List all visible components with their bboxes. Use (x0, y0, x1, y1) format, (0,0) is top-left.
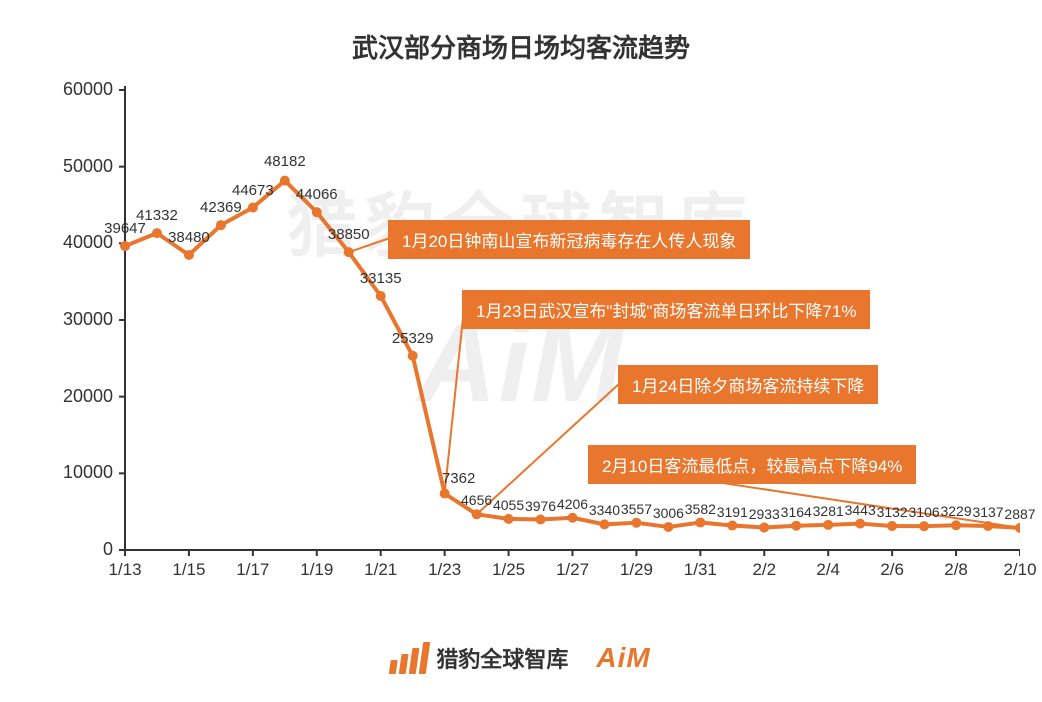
x-tick-label: 2/10 (1003, 560, 1036, 580)
data-point-label: 4055 (493, 497, 524, 513)
data-point-label: 3976 (525, 498, 556, 514)
data-point-label: 38850 (328, 226, 370, 243)
x-tick-label: 1/15 (172, 560, 205, 580)
x-tick-label: 1/13 (108, 560, 141, 580)
x-tick-label: 1/23 (428, 560, 461, 580)
chart-title: 武汉部分商场日场均客流趋势 (0, 28, 1042, 65)
x-tick-label: 1/25 (492, 560, 525, 580)
annotation-box: 1月23日武汉宣布"封城"商场客流单日环比下降71% (462, 290, 870, 329)
data-point-label: 2887 (1004, 506, 1035, 522)
y-tick-label: 20000 (30, 386, 113, 407)
data-point-label: 4656 (461, 492, 492, 508)
data-point-label: 3137 (972, 504, 1003, 520)
brand-bars-icon (389, 642, 430, 674)
data-point-label: 41332 (136, 207, 178, 224)
y-tick-label: 10000 (30, 462, 113, 483)
data-point-label: 2933 (749, 506, 780, 522)
x-tick-label: 1/17 (236, 560, 269, 580)
data-point-label: 3106 (909, 504, 940, 520)
data-point-label: 3582 (685, 501, 716, 517)
data-point-label: 42369 (200, 199, 242, 216)
x-tick-label: 2/4 (816, 560, 840, 580)
data-point-label: 3229 (940, 503, 971, 519)
x-tick-label: 2/2 (752, 560, 776, 580)
data-point-label: 3557 (621, 501, 652, 517)
data-point-label: 3340 (589, 502, 620, 518)
annotation-box: 1月20日钟南山宣布新冠病毒存在人传人现象 (388, 220, 750, 259)
x-tick-label: 1/31 (684, 560, 717, 580)
y-tick-label: 0 (30, 539, 113, 560)
data-point-label: 3006 (653, 505, 684, 521)
y-tick-label: 30000 (30, 309, 113, 330)
x-tick-label: 1/19 (300, 560, 333, 580)
data-point-label: 3164 (781, 504, 812, 520)
x-tick-label: 2/8 (944, 560, 968, 580)
y-tick-label: 50000 (30, 156, 113, 177)
data-point-label: 44066 (296, 186, 338, 203)
brand-liebao: 猎豹全球智库 (391, 642, 568, 674)
data-point-label: 7362 (442, 470, 475, 487)
data-point-label: 3191 (717, 504, 748, 520)
x-tick-label: 1/29 (620, 560, 653, 580)
brand-liebao-text: 猎豹全球智库 (436, 642, 568, 674)
data-point-label: 4206 (557, 496, 588, 512)
annotation-box: 2月10日客流最低点，较最高点下降94% (588, 445, 916, 484)
data-point-label: 25329 (392, 330, 434, 347)
data-point-label: 33135 (360, 270, 402, 287)
x-tick-label: 1/21 (364, 560, 397, 580)
chart-area: 0 10000 20000 30000 40000 50000 60000 1/13 1/15… (30, 80, 1020, 580)
data-point-label: 48182 (264, 153, 306, 170)
x-tick-label: 2/6 (880, 560, 904, 580)
x-tick-label: 1/27 (556, 560, 589, 580)
data-point-label: 38480 (168, 229, 210, 246)
data-point-label: 44673 (232, 182, 274, 199)
y-tick-label: 60000 (30, 79, 113, 100)
brand-aim: AiM (596, 642, 650, 674)
footer: 猎豹全球智库 AiM (0, 642, 1042, 674)
data-point-label: 3132 (877, 504, 908, 520)
data-point-label: 3443 (845, 502, 876, 518)
data-point-label: 3281 (813, 503, 844, 519)
annotation-box: 1月24日除夕商场客流持续下降 (618, 365, 878, 404)
y-tick-label: 40000 (30, 232, 113, 253)
